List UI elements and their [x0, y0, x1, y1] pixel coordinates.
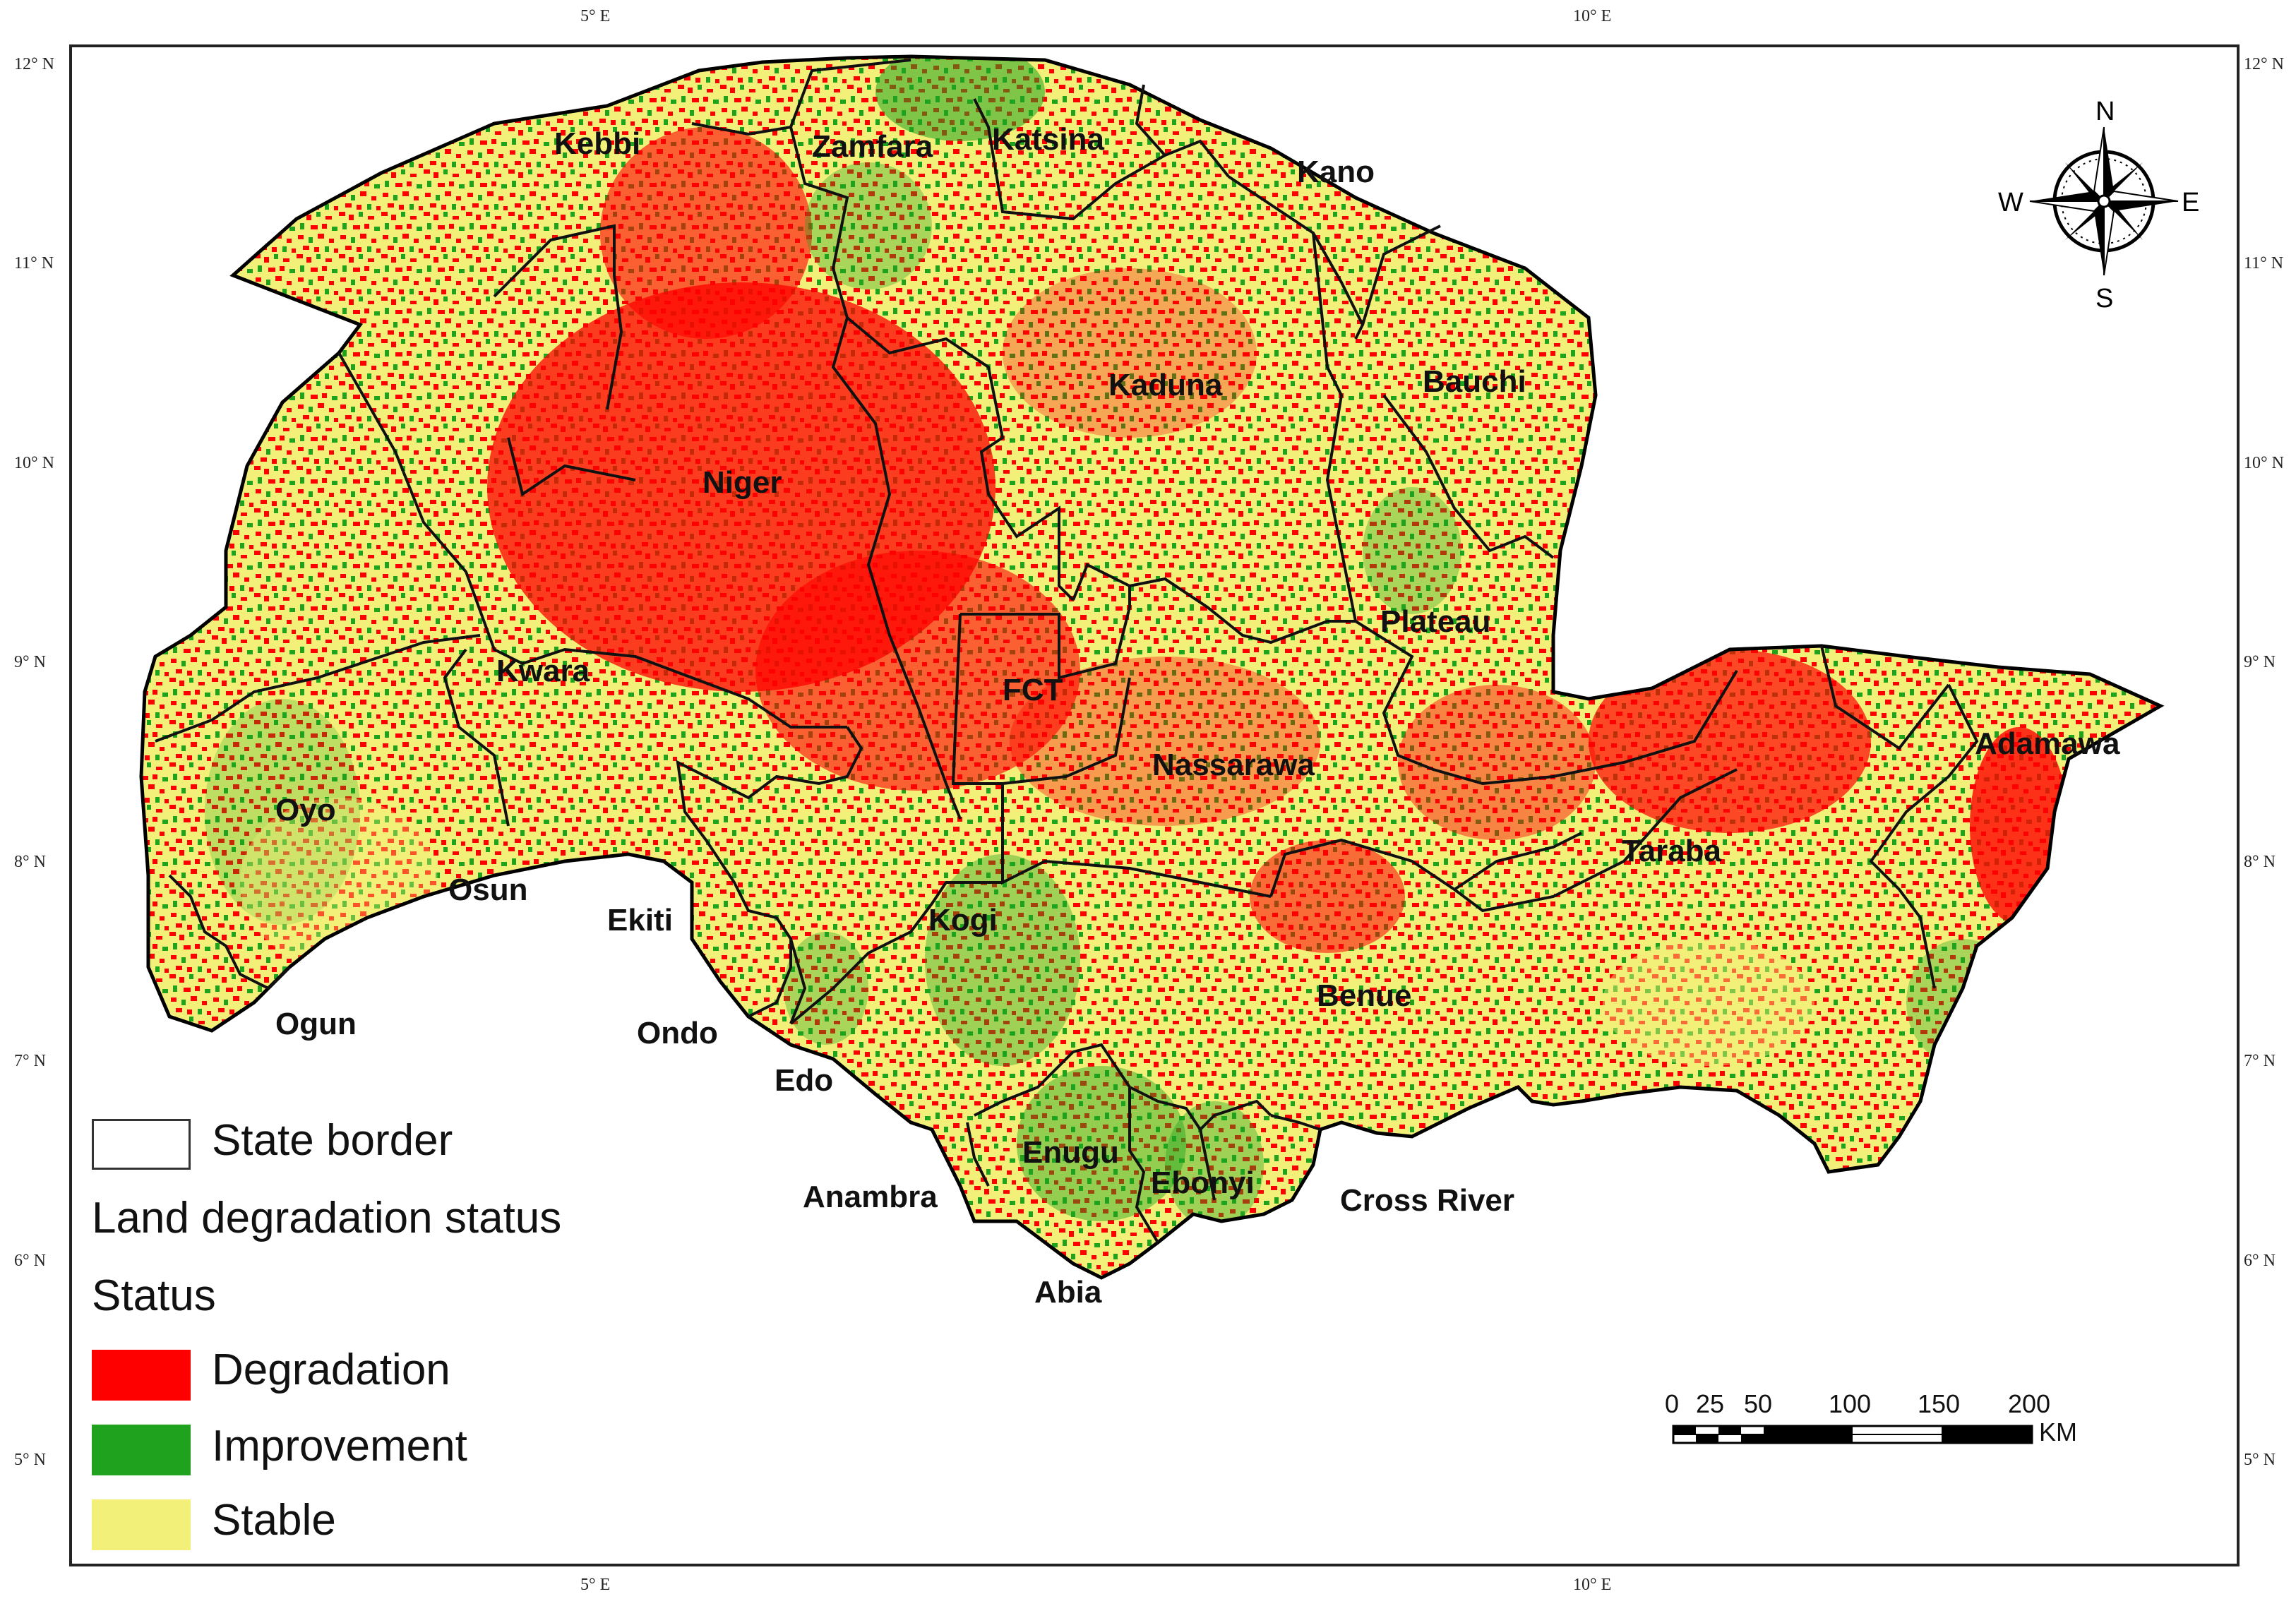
north-arrow-compass-icon: N S E W [1998, 97, 2199, 313]
compass-w: W [1998, 188, 2023, 217]
state-label: Benue [1317, 978, 1411, 1013]
graticule-left-label: 5° N [14, 1451, 46, 1469]
graticule-right-label: 10° N [2244, 454, 2284, 472]
graticule-left-label: 12° N [14, 55, 54, 73]
graticule-right-label: 6° N [2244, 1252, 2276, 1270]
state-label: Nassarawa [1152, 748, 1315, 782]
degradation-raster [141, 56, 2160, 1278]
compass-s: S [2095, 284, 2113, 313]
graticule-right-label: 11° N [2244, 254, 2284, 272]
legend-border-swatch [92, 1119, 191, 1170]
state-label: Edo [775, 1063, 833, 1098]
graticule-left-label: 9° N [14, 653, 46, 671]
graticule-top-label: 5° E [580, 7, 611, 25]
graticule-bottom-label: 5° E [580, 1576, 611, 1594]
graticule-left-label: 10° N [14, 454, 54, 472]
graticule-right-label: 9° N [2244, 653, 2276, 671]
scale-label: 150 [1918, 1389, 1961, 1418]
scale-label: 25 [1696, 1389, 1725, 1418]
scale-label: 0 [1665, 1389, 1680, 1418]
state-label: Kwara [496, 654, 590, 688]
graticule-right-label: 5° N [2244, 1451, 2276, 1469]
state-label: Oyo [275, 793, 336, 827]
state-label: Osun [448, 873, 527, 907]
legend-stable-swatch [92, 1499, 191, 1550]
graticule-left-label: 8° N [14, 853, 46, 871]
state-label: Bauchi [1423, 364, 1526, 399]
legend-improvement-swatch [92, 1425, 191, 1475]
state-label: Cross River [1340, 1183, 1514, 1218]
graticule-top-label: 10° E [1573, 7, 1612, 25]
legend-stable-label: Stable [212, 1496, 336, 1545]
map-border-frame [69, 44, 2240, 1566]
state-label: Niger [702, 465, 782, 500]
scale-bar [1672, 1425, 2033, 1444]
scale-label: 200 [2008, 1389, 2051, 1418]
state-label: FCT [1003, 673, 1063, 707]
graticule-right-label: 7° N [2244, 1052, 2276, 1070]
scale-label: 100 [1829, 1389, 1872, 1418]
state-label: Katsina [992, 122, 1104, 157]
state-label: Ekiti [607, 903, 673, 937]
state-label: Kogi [928, 903, 998, 937]
state-borders [155, 59, 1979, 1244]
state-label: Plateau [1380, 604, 1491, 639]
legend-title: Land degradation status [92, 1194, 562, 1242]
legend-subtitle: Status [92, 1271, 216, 1320]
national-boundary [139, 54, 2165, 1280]
state-label: Adamawa [1975, 726, 2120, 761]
legend-degradation-label: Degradation [212, 1346, 450, 1394]
graticule-left-label: 11° N [14, 254, 54, 272]
state-labels: Kebbi Zamfara Katsina Kano Kaduna Bauchi… [275, 122, 2120, 1310]
state-label: Kano [1297, 155, 1375, 189]
graticule-bottom-label: 10° E [1573, 1576, 1612, 1594]
state-label: Enugu [1022, 1135, 1119, 1170]
state-label: Ebonyi [1151, 1165, 1255, 1200]
state-label: Ogun [275, 1007, 357, 1041]
state-label: Taraba [1622, 834, 1722, 868]
legend-improvement-label: Improvement [212, 1422, 467, 1470]
state-label: Abia [1034, 1275, 1102, 1310]
state-label: Zamfara [812, 129, 933, 164]
graticule-right-label: 8° N [2244, 853, 2276, 871]
legend-degradation-swatch [92, 1350, 191, 1401]
state-label: Kebbi [554, 126, 640, 161]
scale-label: 50 [1744, 1389, 1773, 1418]
state-label: Anambra [803, 1180, 938, 1214]
graticule-left-label: 6° N [14, 1252, 46, 1270]
legend-border-label: State border [212, 1116, 453, 1165]
state-label: Kaduna [1108, 368, 1223, 402]
graticule-right-label: 12° N [2244, 55, 2284, 73]
compass-n: N [2095, 97, 2115, 126]
state-label: Ondo [637, 1016, 718, 1050]
graticule-left-label: 7° N [14, 1052, 46, 1070]
scale-unit: KM [2039, 1418, 2077, 1446]
compass-e: E [2182, 188, 2199, 217]
